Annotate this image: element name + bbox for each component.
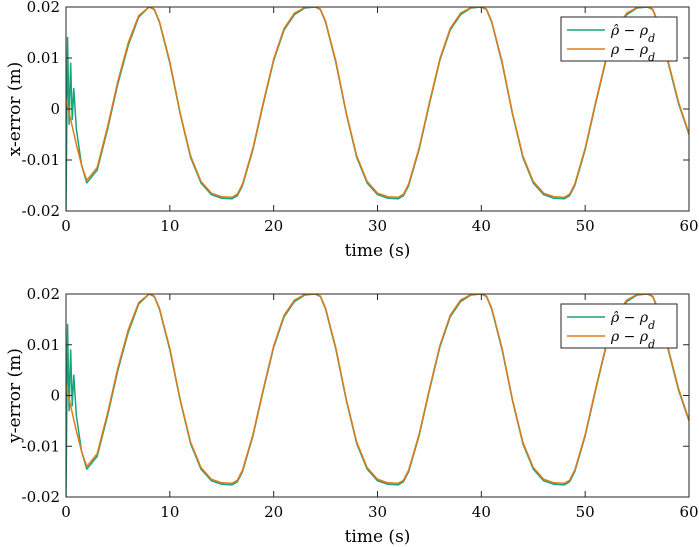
legend-label-1: ρ̂ − ρd bbox=[610, 23, 655, 45]
y-tick-label: 0 bbox=[50, 100, 60, 118]
legend-label-1: ρ̂ − ρd bbox=[610, 310, 655, 332]
x-axis-label: time (s) bbox=[345, 527, 411, 547]
y-tick-label: 0.02 bbox=[27, 285, 60, 303]
y-tick-label: -0.01 bbox=[22, 437, 60, 455]
x-tick-label: 10 bbox=[160, 503, 179, 521]
y-axis-label: y-error (m) bbox=[5, 348, 25, 444]
legend-box bbox=[560, 303, 678, 349]
legend-box bbox=[560, 16, 678, 62]
y-tick-label: -0.01 bbox=[22, 151, 60, 169]
y-tick-label: 0 bbox=[50, 387, 60, 405]
x-tick-label: 20 bbox=[264, 217, 283, 235]
panel-1: 0 10 20 30 40 50 60 -0.02 -0.01 0 0.01 0.02 time (s)… bbox=[5, 0, 699, 261]
y-tick-label: -0.02 bbox=[22, 488, 60, 506]
legend: ρ̂ − ρdρ − ρd bbox=[560, 303, 678, 351]
x-tick-label: 40 bbox=[472, 217, 491, 235]
x-tick-label: 30 bbox=[368, 503, 387, 521]
y-axis-label: x-error (m) bbox=[5, 62, 25, 157]
x-axis-label: time (s) bbox=[345, 241, 411, 261]
x-tick-label: 0 bbox=[61, 217, 71, 235]
y-tick-label: -0.02 bbox=[22, 202, 60, 220]
x-tick-label: 50 bbox=[576, 503, 595, 521]
legend-label-2: ρ − ρd bbox=[610, 329, 655, 351]
x-tick-label: 50 bbox=[576, 217, 595, 235]
panel-2: 0 10 20 30 40 50 60 -0.02 -0.01 0 0.01 0.02 time (s)… bbox=[5, 285, 699, 547]
x-tick-label: 40 bbox=[472, 503, 491, 521]
x-tick-label: 60 bbox=[679, 217, 698, 235]
series-line-2 bbox=[66, 7, 689, 198]
x-tick-label: 20 bbox=[264, 503, 283, 521]
y-tick-label: 0.01 bbox=[27, 336, 60, 354]
x-tick-label: 10 bbox=[160, 217, 179, 235]
legend-label-2: ρ − ρd bbox=[610, 42, 655, 64]
legend: ρ̂ − ρdρ − ρd bbox=[560, 16, 678, 64]
y-tick-label: 0.01 bbox=[27, 49, 60, 67]
x-tick-label: 60 bbox=[679, 503, 698, 521]
x-tick-label: 30 bbox=[368, 217, 387, 235]
y-tick-label: 0.02 bbox=[27, 0, 60, 16]
x-tick-label: 0 bbox=[61, 503, 71, 521]
series-line-2 bbox=[66, 294, 689, 485]
